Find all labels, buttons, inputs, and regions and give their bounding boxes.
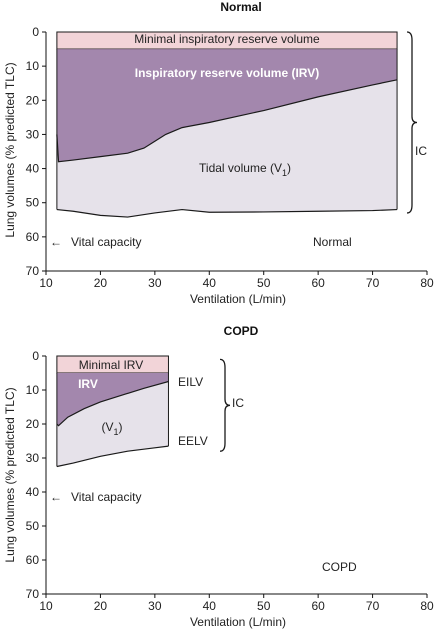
copd-y-tick-label: 10	[26, 383, 40, 397]
copd-title: COPD	[224, 324, 259, 338]
copd-eilv-line	[56, 380, 169, 427]
copd-minimal-irv-label: Minimal IRV	[79, 358, 143, 372]
normal-x-tick-label: 70	[366, 276, 380, 290]
normal-tidal-area	[56, 79, 398, 218]
copd-y-tick-label: 60	[26, 553, 40, 567]
normal-y-tick-label: 20	[26, 93, 40, 107]
copd-x-tick-label: 70	[366, 599, 380, 613]
copd-y-tick-label: 0	[32, 349, 39, 363]
normal-ic-label: IC	[415, 144, 427, 158]
copd-x-tick-label: 60	[311, 599, 325, 613]
normal-y-tick-label: 30	[26, 127, 40, 141]
normal-tidal-sub: 1	[282, 168, 287, 178]
copd-x-tick-label: 40	[203, 599, 217, 613]
normal-x-tick-label: 10	[39, 276, 53, 290]
copd-y-tick-label: 30	[26, 451, 40, 465]
copd-tidal-sub: 1	[113, 427, 118, 437]
copd-irv-label: IRV	[78, 377, 98, 391]
normal-x-tick-label: 80	[420, 276, 434, 290]
normal-irv-label: Inspiratory reserve volume (IRV)	[135, 66, 320, 80]
normal-irv-area	[56, 49, 398, 162]
normal-y-tick-label: 0	[32, 25, 39, 39]
normal-minimal-irv-label: Minimal inspiratory reserve volume	[134, 32, 320, 46]
copd-x-tick-label: 10	[39, 599, 53, 613]
normal-y-axis-label: Lung volumes (% predicted TLC)	[3, 62, 17, 237]
normal-arrow-icon: ←	[50, 235, 62, 249]
copd-y-tick-label: 40	[26, 485, 40, 499]
copd-y-tick-label: 70	[26, 587, 40, 601]
normal-x-tick-label: 20	[94, 276, 108, 290]
normal-minimal-irv-band	[56, 31, 398, 50]
copd-arrow-icon: ←	[50, 490, 62, 504]
normal-tidal-label: Tidal volume (V1)	[199, 161, 291, 178]
normal-ic-bracket	[406, 31, 418, 214]
copd-eilv-label: EILV	[178, 375, 203, 389]
copd-x-tick-label: 20	[94, 599, 108, 613]
copd-tidal-prefix: (V	[101, 420, 113, 434]
copd-eelv-line	[56, 445, 169, 468]
copd-eelv-label: EELV	[178, 434, 208, 448]
normal-eilv-line	[56, 79, 398, 163]
copd-y-tick-label: 20	[26, 417, 40, 431]
copd-y-axis-label: Lung volumes (% predicted TLC)	[3, 387, 17, 562]
copd-x-tick-label: 80	[420, 599, 434, 613]
copd-ic-bracket	[219, 358, 231, 452]
normal-y-tick-label: 10	[26, 59, 40, 73]
copd-x-axis-label: Ventilation (L/min)	[190, 615, 286, 629]
normal-tidal-suffix: )	[287, 161, 291, 175]
copd-tidal-area	[56, 381, 169, 467]
normal-title: Normal	[220, 0, 261, 14]
normal-x-tick-label: 40	[203, 276, 217, 290]
copd-ic-label: IC	[232, 396, 244, 410]
copd-areas	[56, 355, 169, 468]
normal-y-tick-label: 60	[26, 230, 40, 244]
copd-tidal-label: (V1)	[101, 420, 122, 437]
normal-x-tick-label: 50	[257, 276, 271, 290]
copd-y-tick-label: 50	[26, 519, 40, 533]
copd-x-tick-label: 50	[257, 599, 271, 613]
copd-tidal-suffix: )	[119, 420, 123, 434]
normal-eelv-line	[56, 208, 398, 218]
normal-y-tick-label: 50	[26, 196, 40, 210]
copd-vital-capacity-label: Vital capacity	[71, 490, 141, 504]
normal-panel-label: Normal	[313, 235, 352, 249]
copd-panel-label: COPD	[322, 560, 357, 574]
normal-x-tick-label: 60	[311, 276, 325, 290]
normal-x-axis-label: Ventilation (L/min)	[190, 292, 286, 306]
normal-y-tick-label: 70	[26, 264, 40, 278]
copd-irv-area	[56, 373, 169, 426]
normal-areas	[56, 31, 398, 218]
normal-x-tick-label: 30	[148, 276, 162, 290]
copd-x-tick-label: 30	[148, 599, 162, 613]
normal-vital-capacity-label: Vital capacity	[71, 235, 141, 249]
normal-y-tick-label: 40	[26, 162, 40, 176]
normal-tidal-prefix: Tidal volume (V	[199, 161, 282, 175]
